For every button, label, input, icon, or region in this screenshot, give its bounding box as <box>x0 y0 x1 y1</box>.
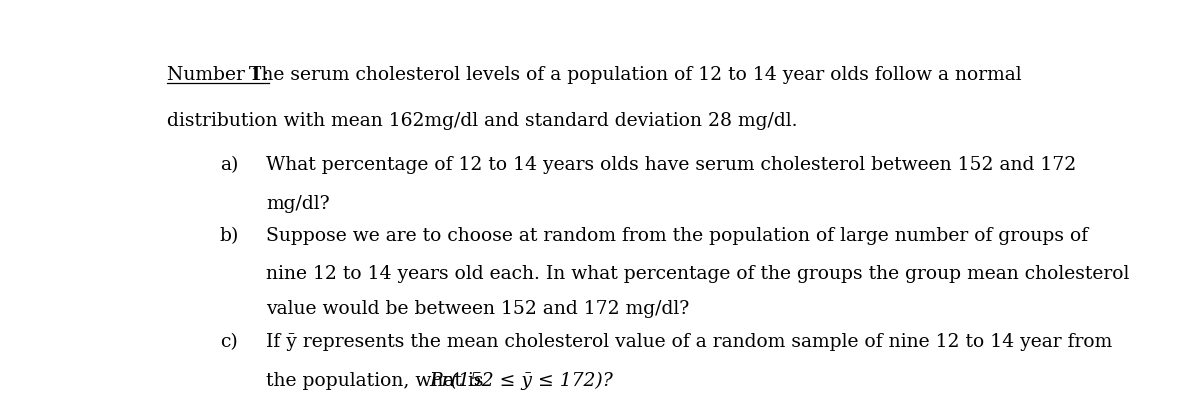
Text: mg/dl?: mg/dl? <box>266 195 330 213</box>
Text: b): b) <box>220 227 239 245</box>
Text: a): a) <box>220 156 238 174</box>
Text: The serum cholesterol levels of a population of 12 to 14 year olds follow a norm: The serum cholesterol levels of a popula… <box>242 65 1021 84</box>
Text: Pr(152 ≤ ȳ ≤ 172)?: Pr(152 ≤ ȳ ≤ 172)? <box>430 372 613 390</box>
Text: the population, what is: the population, what is <box>266 372 490 390</box>
Text: Number 1:: Number 1: <box>167 65 269 84</box>
Text: value would be between 152 and 172 mg/dl?: value would be between 152 and 172 mg/dl… <box>266 301 690 318</box>
Text: If ȳ represents the mean cholesterol value of a random sample of nine 12 to 14 y: If ȳ represents the mean cholesterol val… <box>266 333 1112 351</box>
Text: c): c) <box>220 333 238 351</box>
Text: nine 12 to 14 years old each. In what percentage of the groups the group mean ch: nine 12 to 14 years old each. In what pe… <box>266 265 1129 283</box>
Text: Suppose we are to choose at random from the population of large number of groups: Suppose we are to choose at random from … <box>266 227 1088 245</box>
Text: What percentage of 12 to 14 years olds have serum cholesterol between 152 and 17: What percentage of 12 to 14 years olds h… <box>266 156 1076 174</box>
Text: distribution with mean 162mg/dl and standard deviation 28 mg/dl.: distribution with mean 162mg/dl and stan… <box>167 112 797 130</box>
